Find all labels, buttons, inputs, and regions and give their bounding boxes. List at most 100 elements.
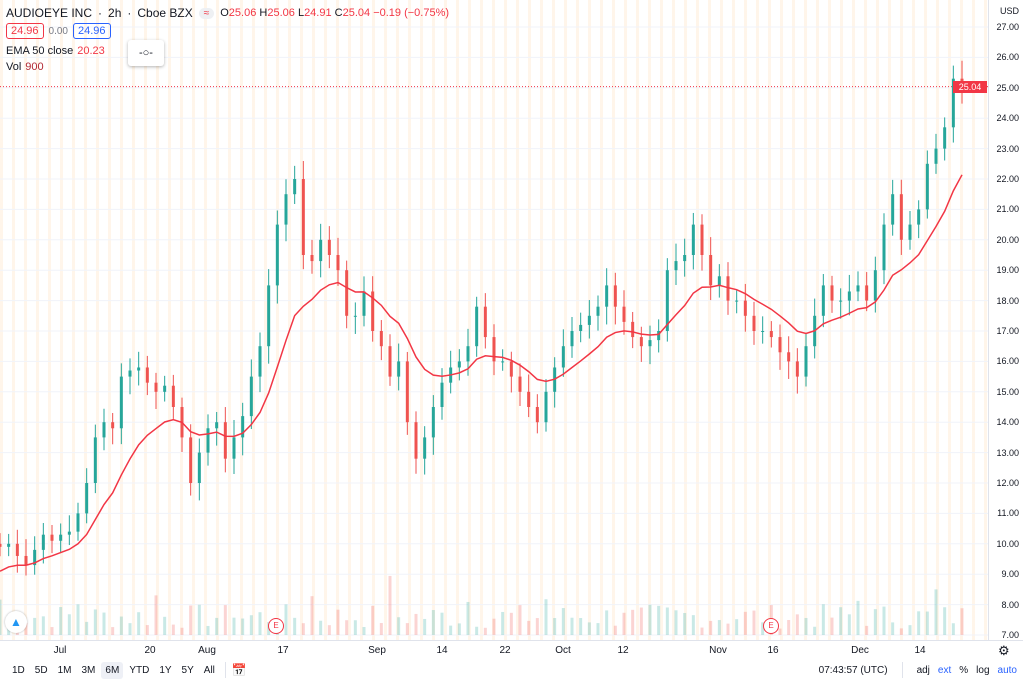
price-chart[interactable] [0,0,988,640]
volume-bar [761,622,765,635]
collapse-legend-button[interactable]: ≈ [198,7,215,19]
volume-bar [397,617,401,635]
symbol-legend: AUDIOEYE INC · 2h · Cboe BZX ≈ O25.06 H2… [6,6,450,20]
candle-body [310,255,314,262]
price-tick: 9.00 [1001,569,1019,580]
candle-body [431,407,435,438]
time-axis[interactable]: ⚙ Jul 20 Aug 17 Sep 14 22 Oct 12 Nov 16 Dec 14 [0,640,1023,662]
price-tick: 20.00 [996,234,1019,245]
price-tick: 13.00 [996,447,1019,458]
candle-body [674,261,678,271]
range-5y[interactable]: 5Y [181,664,194,676]
volume-bar [847,614,851,635]
candle-body [423,437,427,459]
auto-toggle[interactable]: auto [997,664,1017,676]
candle-body [466,346,470,362]
candle-body [475,306,479,347]
candle-body [509,361,513,377]
symbol-name[interactable]: AUDIOEYE INC [6,6,93,20]
volume-bar [501,611,505,635]
candle-body [33,549,37,566]
volume-bar [509,612,513,635]
price-tick: 7.00 [1001,630,1019,640]
drawing-widget-button[interactable]: -○- [128,40,164,66]
volume-bar [319,620,323,635]
earnings-marker[interactable]: E [763,618,779,634]
candle-body [353,315,357,317]
volume-bar [327,625,331,635]
range-5d[interactable]: 5D [34,664,48,676]
time-tick: Aug [198,645,216,656]
date-range-calendar-icon[interactable]: 📅 [231,663,247,677]
tradingview-logo-icon[interactable]: ▲ [5,611,27,633]
volume-bar [622,612,626,635]
currency-label[interactable]: USD [999,6,1019,16]
adj-toggle[interactable]: adj [916,664,930,676]
candle-body [934,148,938,164]
time-tick: Nov [709,645,727,656]
volume-bar [0,599,2,635]
time-tick: 22 [499,645,511,656]
volume-bar [215,617,219,635]
candle-body [917,209,921,225]
candle-body [163,385,167,392]
log-toggle[interactable]: log [976,664,990,676]
candle-body [189,437,193,483]
percent-toggle[interactable]: % [959,664,969,676]
candle-body [258,346,262,377]
range-1y[interactable]: 1Y [159,664,172,676]
volume-bar [102,612,106,635]
volume-bar [951,623,955,635]
ema-legend[interactable]: EMA 50 close 20.23 [6,45,105,57]
volume-bar [778,628,782,635]
candle-body [41,534,45,550]
volume-legend[interactable]: Vol 900 [6,61,44,73]
volume-bar [587,622,591,635]
volume-bar [457,623,461,635]
range-all[interactable]: All [203,664,215,676]
candle-body [839,300,843,302]
range-1m[interactable]: 1M [57,664,72,676]
candle-body [319,239,323,262]
volume-bar [119,616,123,635]
candle-body [787,352,791,362]
time-tick: 16 [767,645,779,656]
settings-gear-icon[interactable]: ⚙ [998,643,1010,658]
range-ytd[interactable]: YTD [129,664,150,676]
divider [901,662,903,678]
price-axis[interactable]: USD 27.00 26.00 25.00 24.00 23.00 22.00 21.00 2… [953,0,1023,640]
volume-bar [93,609,97,635]
candle-body [483,306,487,338]
candle-body [691,224,695,255]
interval[interactable]: 2h [108,6,122,20]
candle-body [518,376,522,392]
sell-button[interactable]: 24.96 [6,23,44,39]
ext-toggle[interactable]: ext [937,664,952,676]
volume-bar [388,575,392,635]
volume-bar [197,604,201,635]
candle-body [873,270,877,301]
volume-bar [76,604,80,635]
volume-bar [865,625,869,635]
volume-bar [85,621,89,635]
volume-bar [856,600,860,635]
candle-body [293,179,297,195]
candle-body [50,534,54,541]
earnings-marker[interactable]: E [268,618,284,634]
candle-body [275,224,279,286]
range-1d[interactable]: 1D [12,664,25,676]
buy-button[interactable]: 24.96 [73,23,111,39]
bottom-toolbar: 1D 5D 1M 3M 6M YTD 1Y 5Y All 📅 07:43:57 (UTC) ad… [0,658,1023,682]
range-3m[interactable]: 3M [81,664,96,676]
clock-time[interactable]: 07:43:57 (UTC) [818,664,888,676]
volume-bar [544,599,548,635]
candle-body [605,285,609,307]
range-6m[interactable]: 6M [101,661,124,679]
time-tick: 20 [144,645,156,656]
price-tick: 19.00 [996,265,1019,276]
volume-bar [691,615,695,635]
volume-bar [258,612,262,635]
candle-body [223,422,227,459]
volume-bar [891,622,895,635]
volume-bar [631,609,635,635]
